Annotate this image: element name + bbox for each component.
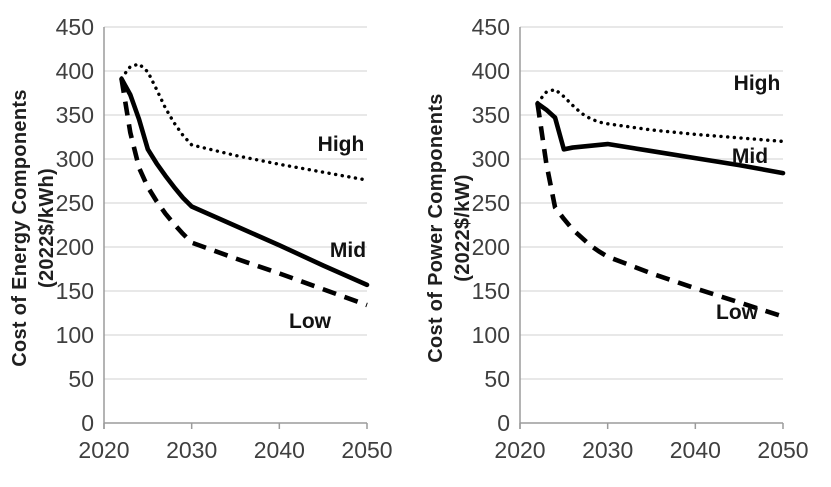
y-tick-label: 250 <box>472 190 510 216</box>
x-tick-label: 2050 <box>757 437 808 463</box>
y-tick-label: 150 <box>56 278 94 304</box>
y-tick-label: 200 <box>472 234 510 260</box>
series-high-line <box>535 87 785 144</box>
x-tick-label: 2050 <box>341 437 392 463</box>
series-mid-line <box>535 101 786 176</box>
series-mid-line <box>119 76 370 288</box>
y-axis-title-line1: Cost of Power Components <box>425 93 447 362</box>
y-tick-label: 400 <box>472 58 510 84</box>
y-tick-label: 200 <box>56 234 94 260</box>
y-tick-label: 300 <box>56 146 94 172</box>
y-tick-label: 50 <box>68 366 94 392</box>
y-tick-label: 400 <box>56 58 94 84</box>
x-tick-label: 2030 <box>166 437 217 463</box>
series-label-high: High <box>318 133 365 156</box>
series-label-low: Low <box>716 301 759 324</box>
x-tick-label: 2030 <box>582 437 633 463</box>
y-tick-label: 250 <box>56 190 94 216</box>
y-tick-label: 100 <box>56 322 94 348</box>
series-label-low: Low <box>289 310 332 333</box>
y-tick-label: 0 <box>497 410 510 436</box>
x-tick-label: 2040 <box>254 437 305 463</box>
series-label-high: High <box>734 72 781 95</box>
x-tick-label: 2020 <box>494 437 545 463</box>
series-low-line <box>119 78 368 308</box>
series-low-line <box>535 103 784 319</box>
series-label-mid: Mid <box>330 239 366 262</box>
series-label-mid: Mid <box>732 145 768 168</box>
y-tick-label: 350 <box>56 102 94 128</box>
y-tick-label: 50 <box>484 366 510 392</box>
y-tick-label: 450 <box>472 14 510 40</box>
series-high-line <box>119 62 369 182</box>
x-tick-label: 2040 <box>670 437 721 463</box>
y-tick-label: 100 <box>472 322 510 348</box>
cost-of-power-components-chart: 0 50 100 150 200 250 300 350 400 450 2020 2030 2040 2… <box>425 14 809 463</box>
y-tick-label: 450 <box>56 14 94 40</box>
y-axis-title-line1: Cost of Energy Components <box>9 89 31 367</box>
y-tick-label: 150 <box>472 278 510 304</box>
y-tick-label: 350 <box>472 102 510 128</box>
y-axis-title-line2: (2022$/kWh) <box>36 168 58 288</box>
power-components-panel: 0 50 100 150 200 250 300 350 400 450 2020 2030 2040 2… <box>416 0 831 487</box>
energy-components-panel: 0 50 100 150 200 250 300 350 400 450 2020 2030 2040 2… <box>0 0 415 487</box>
y-axis-title-line2: (2022$/kW) <box>452 174 474 282</box>
y-tick-label: 300 <box>472 146 510 172</box>
x-tick-label: 2020 <box>78 437 129 463</box>
cost-of-energy-components-chart: 0 50 100 150 200 250 300 350 400 450 2020 2030 2040 2… <box>9 14 393 463</box>
y-tick-label: 0 <box>81 410 94 436</box>
